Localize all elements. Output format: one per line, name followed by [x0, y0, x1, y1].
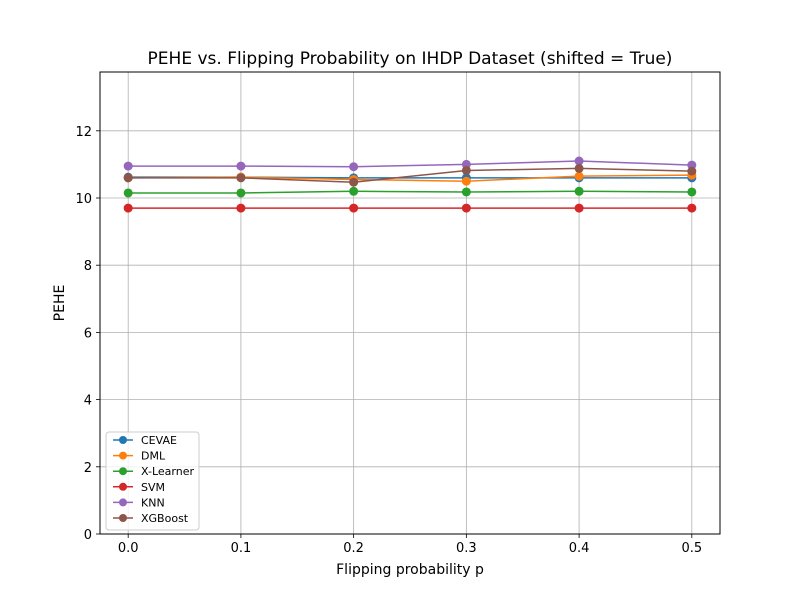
data-point-x-learner: [349, 186, 359, 196]
data-point-svm: [349, 203, 359, 213]
legend-marker: [119, 514, 127, 522]
data-point-xgboost: [687, 166, 697, 176]
legend-label: DML: [141, 450, 166, 463]
legend-marker: [119, 482, 127, 491]
data-point-xgboost: [461, 165, 471, 175]
data-point-xgboost: [123, 173, 133, 183]
x-tick-label: 0.3: [456, 541, 477, 556]
data-point-x-learner: [123, 188, 133, 198]
legend-label: CEVAE: [141, 434, 177, 447]
data-point-xgboost: [236, 173, 246, 183]
y-tick-label: 0: [84, 528, 92, 543]
y-axis-ticks: 0 2 4 6 8 10 12: [75, 125, 100, 543]
data-point-svm: [123, 203, 133, 213]
legend-box: [105, 431, 200, 531]
data-point-svm: [236, 203, 246, 213]
x-axis-ticks: 0.0 0.1 0.2 0.3 0.4 0.5: [118, 534, 702, 556]
legend-item: DML: [113, 450, 166, 463]
data-point-dml: [461, 176, 471, 186]
legend-marker: [119, 436, 127, 444]
series-layer: [123, 156, 697, 213]
legend-item: CEVAE: [113, 434, 177, 447]
legend-marker: [119, 498, 127, 507]
data-point-dml: [574, 171, 584, 181]
series-line-knn: [128, 160, 692, 168]
x-tick-label: 0.2: [343, 541, 364, 556]
data-point-knn: [574, 156, 584, 166]
y-tick-label: 6: [84, 326, 92, 341]
y-tick-label: 8: [84, 259, 92, 274]
data-point-svm: [461, 203, 471, 213]
y-tick-label: 4: [84, 394, 92, 409]
legend: CEVAE DML X-Learner SVM KNN XGBoost: [105, 431, 200, 531]
legend-marker: [119, 467, 127, 476]
series-line-x-learner: [128, 190, 692, 194]
data-point-xgboost: [349, 177, 359, 187]
data-point-x-learner: [687, 187, 697, 197]
legend-item: KNN: [113, 496, 165, 509]
data-point-x-learner: [574, 186, 584, 196]
x-tick-label: 0.4: [569, 541, 590, 556]
y-tick-label: 10: [75, 192, 92, 207]
legend-label: SVM: [141, 481, 165, 494]
series-line-xgboost: [128, 167, 692, 183]
legend-item: SVM: [113, 481, 165, 494]
series-knn: [123, 156, 697, 172]
data-point-knn: [123, 161, 133, 171]
x-tick-label: 0.5: [681, 541, 702, 556]
data-point-knn: [349, 162, 359, 172]
legend-label: XGBoost: [141, 512, 189, 525]
legend-item: XGBoost: [113, 512, 189, 525]
plot-frame: [99, 71, 721, 535]
grid-lines: [100, 72, 720, 535]
data-point-knn: [236, 161, 246, 171]
legend-label: KNN: [141, 496, 165, 509]
series-x-learner: [123, 186, 697, 198]
data-point-svm: [687, 203, 697, 213]
legend-marker: [119, 451, 127, 460]
y-axis-title: PEHE: [52, 285, 68, 322]
data-point-xgboost: [574, 163, 584, 173]
y-tick-label: 12: [75, 125, 92, 140]
chart-title: PEHE vs. Flipping Probability on IHDP Da…: [148, 49, 673, 69]
data-point-svm: [574, 203, 584, 213]
x-tick-label: 0.1: [231, 541, 252, 556]
legend-label: X-Learner: [141, 465, 194, 478]
x-tick-label: 0.0: [118, 541, 139, 556]
y-tick-label: 2: [84, 461, 92, 476]
data-point-x-learner: [461, 187, 471, 197]
legend-item: X-Learner: [113, 465, 194, 478]
series-svm: [123, 203, 697, 213]
series-xgboost: [123, 163, 697, 187]
data-point-x-learner: [236, 188, 246, 198]
x-axis-title: Flipping probability p: [336, 562, 484, 578]
